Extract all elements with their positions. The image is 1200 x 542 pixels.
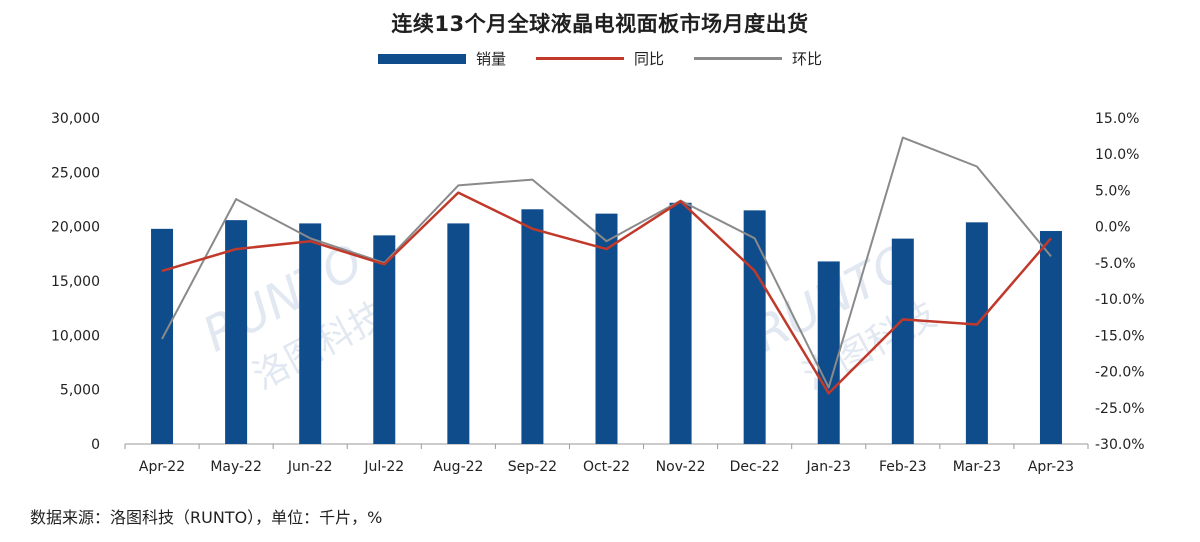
x-label-Jun-22: Jun-22 [287, 459, 333, 475]
legend-item-sales: 销量 [377, 48, 506, 69]
legend-swatch-sales [377, 53, 466, 64]
legend-item-mom: 环比 [694, 48, 822, 69]
x-label-Jan-23: Jan-23 [806, 459, 851, 475]
y-right-label-0: -30.0% [1095, 437, 1145, 453]
chart-title: 连续13个月全球液晶电视面板市场月度出货 [391, 12, 809, 36]
y-right-label-3: -15.0% [1095, 328, 1145, 344]
source-note: 数据来源：洛图科技（RUNTO），单位：千片，% [30, 508, 383, 527]
x-label-Jul-22: Jul-22 [363, 459, 404, 475]
y-left-label-5: 25,000 [51, 165, 100, 181]
y-right-label-5: -5.0% [1095, 256, 1136, 272]
bar-Jan-23 [817, 261, 840, 444]
y-right-label-9: 15.0% [1095, 111, 1139, 127]
y-right-label-6: 0.0% [1095, 220, 1131, 236]
y-left-label-0: 0 [91, 437, 100, 453]
bar-series [151, 202, 1062, 444]
bar-Oct-22 [595, 213, 618, 444]
bar-Apr-23 [1039, 231, 1062, 444]
legend-label-yoy: 同比 [633, 50, 664, 68]
bar-Feb-23 [891, 238, 914, 444]
line-series [161, 136, 1052, 395]
x-label-Aug-22: Aug-22 [433, 459, 483, 475]
x-label-Dec-22: Dec-22 [730, 459, 780, 475]
legend-swatch-mom [694, 57, 782, 60]
x-label-Oct-22: Oct-22 [583, 459, 630, 475]
bar-Mar-23 [965, 222, 988, 444]
bar-Apr-22 [151, 228, 174, 444]
bar-Sep-22 [521, 209, 544, 444]
legend-label-sales: 销量 [475, 50, 506, 68]
legend-label-mom: 环比 [792, 50, 823, 68]
legend-swatch-yoy [535, 57, 624, 60]
y-left-label-2: 10,000 [51, 328, 100, 344]
bar-Jun-22 [299, 223, 322, 444]
bar-Dec-22 [743, 210, 766, 444]
y-left-label-4: 20,000 [51, 220, 100, 236]
bar-May-22 [225, 220, 248, 444]
x-label-May-22: May-22 [210, 459, 262, 475]
bar-Aug-22 [447, 223, 470, 444]
x-label-Sep-22: Sep-22 [508, 459, 557, 475]
x-axis-labels: Apr-22 May-22 Jun-22 Jul-22 Aug-22 Sep-22 Oct-… [139, 459, 1074, 475]
y-axis-labels: 0 5,000 10,000 15,000 20,000 25,000 30,000 -30.… [51, 111, 1145, 453]
x-label-Mar-23: Mar-23 [953, 459, 1001, 475]
legend: 销量 同比 环比 [0, 48, 1200, 69]
x-label-Apr-23: Apr-23 [1028, 459, 1074, 475]
axes [124, 443, 1089, 449]
y-left-label-3: 15,000 [51, 274, 100, 290]
legend-item-yoy: 同比 [535, 48, 664, 69]
y-right-label-2: -20.0% [1095, 365, 1145, 381]
plot-area: RUNTO洛图科技RUNTO洛图科技 Apr-22May-22Jun-22Jul… [51, 111, 1145, 475]
x-label-Feb-23: Feb-23 [879, 459, 927, 475]
bar-Nov-22 [669, 202, 692, 444]
bar-Jul-22 [373, 235, 396, 444]
y-right-label-1: -25.0% [1095, 401, 1145, 417]
x-label-Apr-22: Apr-22 [139, 459, 185, 475]
y-left-label-6: 30,000 [51, 111, 100, 127]
line-mom [161, 136, 1052, 389]
line-yoy [161, 191, 1052, 395]
y-left-label-1: 5,000 [60, 383, 100, 399]
y-right-label-8: 10.0% [1095, 147, 1139, 163]
x-label-Nov-22: Nov-22 [656, 459, 706, 475]
y-right-label-7: 5.0% [1095, 183, 1131, 199]
y-right-label-4: -10.0% [1095, 292, 1145, 308]
